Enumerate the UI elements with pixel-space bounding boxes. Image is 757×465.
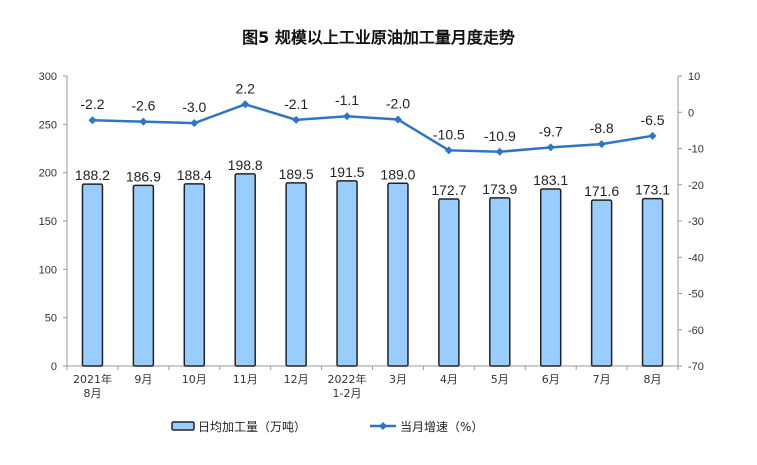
left-tick-label: 200 <box>39 168 57 180</box>
line-point <box>648 131 657 140</box>
x-tick-label: 2021年 <box>73 372 112 386</box>
left-tick-label: 100 <box>39 264 57 276</box>
bar-value-label: 186.9 <box>126 168 161 184</box>
line-point <box>190 119 199 128</box>
left-tick-label: 250 <box>39 119 57 131</box>
right-tick-label: 10 <box>688 71 700 83</box>
right-tick-label: -10 <box>688 144 704 156</box>
legend-line-marker <box>379 422 387 430</box>
left-tick-label: 50 <box>45 313 57 325</box>
bar <box>539 188 562 367</box>
line-value-label: 2.2 <box>235 80 255 96</box>
legend-bar-label: 日均加工量（万吨） <box>198 420 306 434</box>
right-tick-label: -70 <box>688 361 704 373</box>
chart-title: 图5 规模以上工业原油加工量月度走势 <box>242 28 515 47</box>
line-value-label: -6.5 <box>640 112 664 128</box>
left-tick-label: 150 <box>39 216 57 228</box>
x-tick-label: 10月 <box>182 373 207 386</box>
line-value-label: -1.1 <box>335 92 359 108</box>
x-tick-label: 5月 <box>491 373 509 386</box>
bar-value-label: 183.1 <box>533 172 568 188</box>
line-value-label: -2.1 <box>284 96 308 112</box>
line-point <box>393 115 402 124</box>
bar-value-label: 189.5 <box>279 166 314 182</box>
line-point <box>444 146 453 155</box>
x-tick-label: 12月 <box>284 373 309 386</box>
bar-value-label: 171.6 <box>584 183 619 199</box>
line-point <box>546 143 555 152</box>
bar-value-label: 189.0 <box>380 166 415 182</box>
bar <box>132 184 155 367</box>
right-tick-label: -30 <box>688 216 704 228</box>
bar <box>234 173 256 367</box>
line-point <box>241 100 250 109</box>
line-value-label: -2.6 <box>131 98 155 114</box>
line-point <box>139 117 148 126</box>
left-tick-label: 0 <box>51 361 57 373</box>
left-tick-label: 300 <box>39 71 57 83</box>
line-point <box>597 140 606 149</box>
x-tick-label: 4月 <box>440 373 458 386</box>
x-tick-label: 1-2月 <box>333 387 362 400</box>
legend-bar-swatch <box>171 421 195 431</box>
x-tick-label: 7月 <box>593 373 611 386</box>
bar <box>183 183 206 367</box>
right-tick-label: -50 <box>688 289 704 301</box>
bar <box>438 198 460 367</box>
right-tick-label: -40 <box>688 252 704 264</box>
line-point <box>343 112 352 121</box>
line-point <box>495 147 504 156</box>
line-value-label: -8.8 <box>590 120 614 136</box>
bar <box>641 197 664 367</box>
line-value-label: -2.2 <box>80 96 104 112</box>
line-value-label: -3.0 <box>182 99 206 115</box>
right-tick-label: -60 <box>688 325 704 337</box>
line-point <box>292 115 301 124</box>
line-value-label: -10.9 <box>484 128 516 144</box>
x-tick-label: 8月 <box>644 373 662 386</box>
line-point <box>88 116 97 125</box>
bar <box>81 183 104 367</box>
bar-value-label: 173.1 <box>635 182 670 198</box>
line-value-label: -10.5 <box>433 126 465 142</box>
bar <box>387 182 409 367</box>
bar-value-label: 188.4 <box>177 167 212 183</box>
bar-value-label: 191.5 <box>330 164 365 180</box>
bar-value-label: 172.7 <box>431 182 466 198</box>
line-value-label: -2.0 <box>386 96 410 112</box>
bar <box>590 199 613 367</box>
x-tick-label: 9月 <box>134 373 152 386</box>
right-tick-label: -20 <box>688 180 704 192</box>
right-tick-label: 0 <box>688 107 694 119</box>
x-tick-label: 3月 <box>389 373 407 386</box>
x-tick-label: 6月 <box>542 373 560 386</box>
growth-line <box>92 102 653 154</box>
bar-value-label: 173.9 <box>482 181 517 197</box>
x-tick-label: 8月 <box>83 387 101 400</box>
bar <box>285 182 307 367</box>
bar-value-label: 188.2 <box>75 167 110 183</box>
line-value-label: -9.7 <box>539 123 563 139</box>
bar <box>489 197 511 367</box>
x-tick-label: 2022年 <box>328 372 367 386</box>
legend-line-label: 当月增速（%） <box>400 420 483 434</box>
x-tick-label: 11月 <box>233 373 258 386</box>
bar-value-label: 198.8 <box>228 157 263 173</box>
bar <box>336 180 358 367</box>
